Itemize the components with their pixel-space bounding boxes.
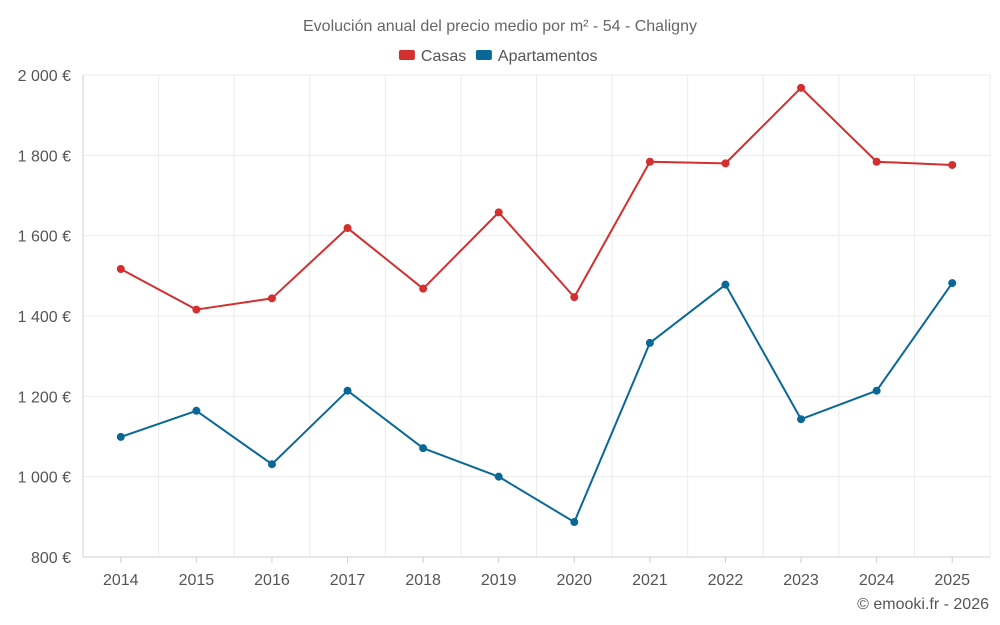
data-point[interactable] [872, 386, 881, 395]
data-point[interactable] [343, 224, 352, 233]
data-point[interactable] [419, 284, 428, 293]
data-point[interactable] [797, 83, 806, 92]
y-tick-label: 1 400 € [18, 309, 71, 326]
y-tick-label: 800 € [31, 550, 71, 567]
y-tick-label: 1 000 € [18, 470, 71, 487]
data-point[interactable] [872, 157, 881, 166]
data-point[interactable] [570, 293, 579, 302]
x-tick-label: 2014 [103, 572, 139, 589]
x-tick-label: 2015 [179, 572, 215, 589]
series-line-apartamentos [120, 282, 954, 524]
credit-text: © emooki.fr - 2026 [857, 596, 989, 613]
data-point[interactable] [948, 279, 957, 288]
data-point[interactable] [267, 460, 276, 469]
data-point[interactable] [721, 280, 730, 289]
data-point[interactable] [192, 406, 201, 415]
data-point[interactable] [645, 157, 654, 166]
y-tick-label: 1 800 € [18, 148, 71, 165]
data-point[interactable] [116, 432, 125, 441]
data-point[interactable] [494, 208, 503, 217]
data-point[interactable] [343, 386, 352, 395]
y-tick-label: 1 200 € [18, 389, 71, 406]
data-point[interactable] [116, 265, 125, 274]
legend-swatch-apartamentos[interactable] [475, 50, 492, 60]
data-point[interactable] [721, 159, 730, 168]
x-axis: 2014 2015 2016 2017 2018 2019 2020 2021 2022 2023… [83, 556, 990, 589]
legend-label-casas[interactable]: Casas [421, 48, 466, 65]
y-tick-label: 1 600 € [18, 229, 71, 246]
data-point[interactable] [645, 338, 654, 347]
x-tick-label: 2024 [859, 572, 895, 589]
data-point[interactable] [948, 160, 957, 169]
y-axis: 800 € 1 000 € 1 200 € 1 400 € 1 600 € 1 800 €… [18, 68, 84, 567]
y-tick-label: 2 000 € [18, 68, 71, 85]
series-layer [116, 83, 957, 527]
x-tick-label: 2025 [934, 572, 970, 589]
x-tick-label: 2023 [783, 572, 819, 589]
chart-title: Evolución anual del precio medio por m² … [303, 18, 697, 35]
x-tick-label: 2019 [481, 572, 517, 589]
x-tick-label: 2020 [556, 572, 592, 589]
data-point[interactable] [192, 305, 201, 314]
x-tick-label: 2017 [330, 572, 366, 589]
legend-swatch-casas[interactable] [398, 50, 415, 60]
grid [83, 74, 991, 557]
x-tick-label: 2016 [254, 572, 290, 589]
data-point[interactable] [419, 444, 428, 453]
x-tick-label: 2018 [405, 572, 441, 589]
data-point[interactable] [570, 518, 579, 527]
series-line-casas [120, 86, 953, 311]
x-tick-label: 2021 [632, 572, 668, 589]
data-point[interactable] [797, 415, 806, 424]
legend-label-apartamentos[interactable]: Apartamentos [498, 48, 598, 65]
data-point[interactable] [267, 294, 276, 303]
legend: Casas Apartamentos [398, 48, 598, 65]
data-point[interactable] [494, 472, 503, 481]
x-tick-label: 2022 [708, 572, 744, 589]
